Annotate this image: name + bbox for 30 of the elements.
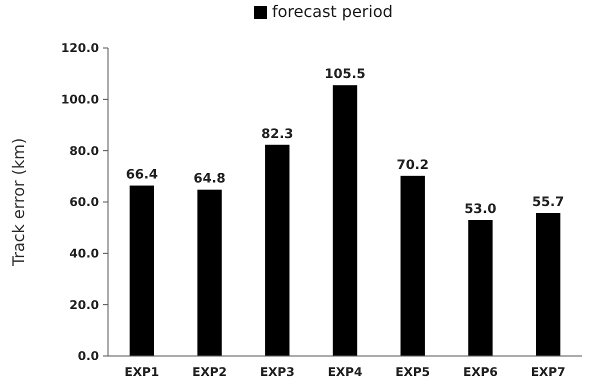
legend-label: forecast period [272, 2, 393, 21]
x-tick-label: EXP7 [530, 365, 566, 379]
x-tick-label: EXP1 [124, 365, 160, 379]
text: 66.4 [126, 168, 158, 183]
y-tick-label: 100.0 [61, 92, 99, 107]
bar [400, 176, 425, 356]
bar [197, 190, 222, 356]
text: 70.2 [396, 158, 429, 173]
text: 64.8 [194, 172, 226, 187]
x-tick-label: EXP6 [463, 365, 498, 379]
x-tick-label: EXP4 [328, 365, 362, 379]
x-tick-label: EXP5 [395, 365, 430, 379]
y-tick-label: 120.0 [61, 41, 99, 56]
bar [130, 186, 154, 356]
y-tick-label: 80.0 [69, 144, 99, 158]
bar [536, 213, 560, 356]
y-tick-label: 60.0 [69, 195, 99, 210]
text: 82.3 [261, 126, 294, 142]
text: 55.7 [532, 195, 564, 210]
x-tick-label: EXP2 [192, 365, 227, 379]
x-tick-label: EXP3 [260, 365, 295, 379]
text: 53.0 [464, 202, 496, 217]
y-tick-label: 0.0 [78, 349, 99, 364]
y-tick-label: 20.0 [69, 298, 99, 312]
bar [468, 220, 493, 356]
bar [332, 85, 358, 356]
y-axis-title: Track error (km) [9, 138, 28, 268]
y-tick-label: 40.0 [69, 246, 99, 261]
text: 105.5 [324, 67, 366, 82]
bar [265, 144, 290, 356]
